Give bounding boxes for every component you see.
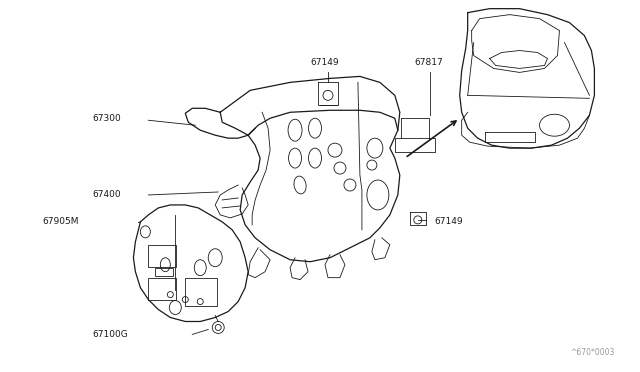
Text: 67300: 67300 — [93, 114, 121, 123]
Text: 67149: 67149 — [310, 58, 339, 67]
Text: 67100G: 67100G — [93, 330, 128, 339]
Text: ^670*0003: ^670*0003 — [570, 348, 614, 357]
Text: 67817: 67817 — [415, 58, 444, 67]
Text: 67905M: 67905M — [43, 217, 79, 227]
Text: 67149: 67149 — [435, 217, 463, 227]
Text: 67400: 67400 — [93, 190, 121, 199]
